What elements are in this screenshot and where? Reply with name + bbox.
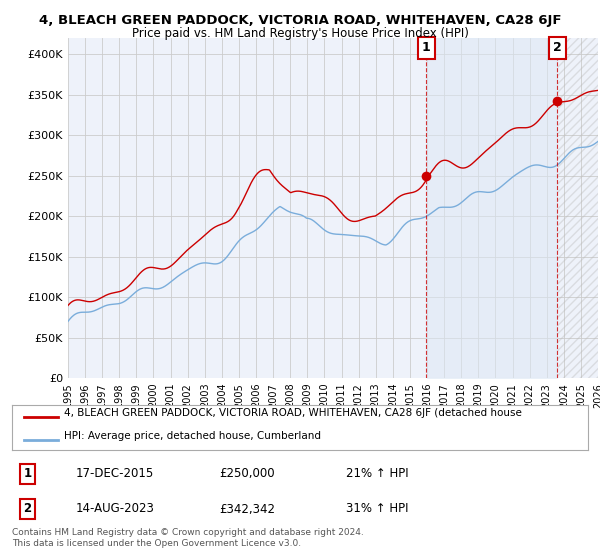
Text: 2: 2 xyxy=(23,502,32,516)
Text: Price paid vs. HM Land Registry's House Price Index (HPI): Price paid vs. HM Land Registry's House … xyxy=(131,27,469,40)
Text: 14-AUG-2023: 14-AUG-2023 xyxy=(76,502,154,516)
Text: £250,000: £250,000 xyxy=(220,467,275,480)
Text: 31% ↑ HPI: 31% ↑ HPI xyxy=(346,502,409,516)
Text: 17-DEC-2015: 17-DEC-2015 xyxy=(76,467,154,480)
Text: 1: 1 xyxy=(23,467,32,480)
Text: 4, BLEACH GREEN PADDOCK, VICTORIA ROAD, WHITEHAVEN, CA28 6JF: 4, BLEACH GREEN PADDOCK, VICTORIA ROAD, … xyxy=(39,14,561,27)
Text: 4, BLEACH GREEN PADDOCK, VICTORIA ROAD, WHITEHAVEN, CA28 6JF (detached house: 4, BLEACH GREEN PADDOCK, VICTORIA ROAD, … xyxy=(64,408,522,418)
Text: 1: 1 xyxy=(422,41,431,54)
Text: 21% ↑ HPI: 21% ↑ HPI xyxy=(346,467,409,480)
Text: HPI: Average price, detached house, Cumberland: HPI: Average price, detached house, Cumb… xyxy=(64,431,321,441)
Text: £342,342: £342,342 xyxy=(220,502,275,516)
Text: 2: 2 xyxy=(553,41,562,54)
Text: Contains HM Land Registry data © Crown copyright and database right 2024.
This d: Contains HM Land Registry data © Crown c… xyxy=(12,528,364,548)
